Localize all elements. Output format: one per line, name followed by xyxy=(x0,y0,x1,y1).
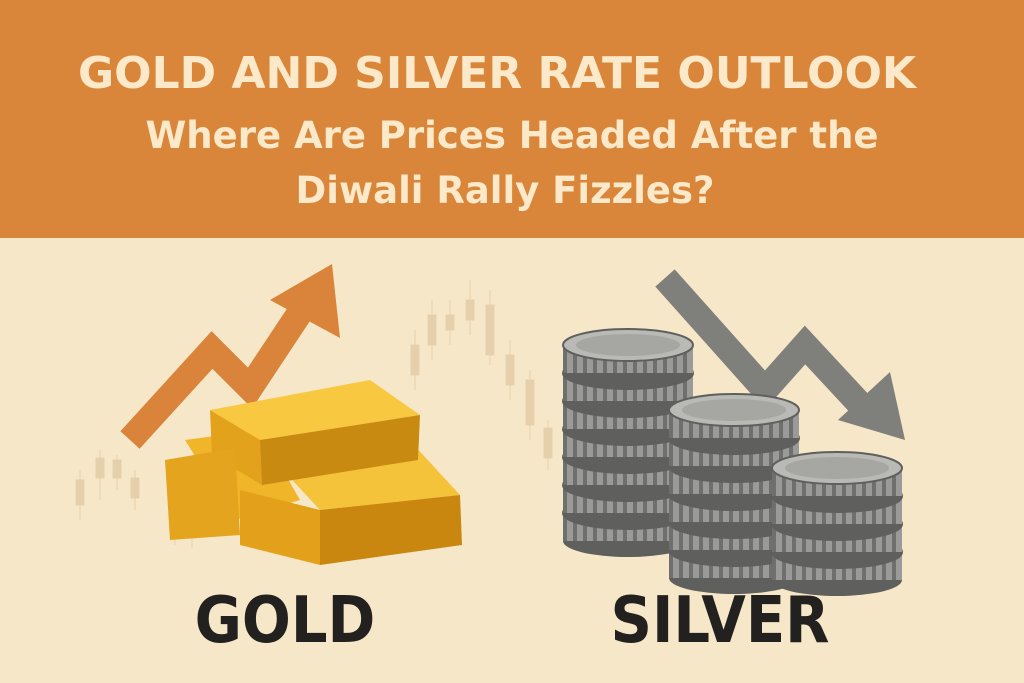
decoration xyxy=(562,328,694,390)
gold-bars xyxy=(165,380,462,565)
decoration xyxy=(427,314,437,346)
decoration xyxy=(410,344,420,376)
decoration xyxy=(320,495,462,565)
silver-label: SILVER xyxy=(611,584,830,658)
decoration xyxy=(270,264,340,338)
decoration xyxy=(485,304,495,356)
decoration xyxy=(838,372,905,440)
decoration xyxy=(210,410,262,485)
title: GOLD AND SILVER RATE OUTLOOK xyxy=(78,48,918,99)
decoration xyxy=(130,477,140,499)
subtitle-line: Diwali Rally Fizzles? xyxy=(296,169,715,212)
decoration xyxy=(75,479,85,506)
decoration xyxy=(120,297,316,449)
subtitle-line: Where Are Prices Headed After the xyxy=(145,114,878,157)
decoration xyxy=(445,314,455,331)
header-band xyxy=(0,0,1024,238)
candlesticks xyxy=(75,280,553,548)
decoration xyxy=(655,269,880,424)
decoration xyxy=(260,415,420,485)
decoration xyxy=(525,379,535,426)
gold-label: GOLD xyxy=(195,584,376,658)
decoration xyxy=(95,457,105,479)
decoration xyxy=(543,427,553,459)
decoration xyxy=(465,299,475,321)
decoration xyxy=(771,451,903,513)
decoration xyxy=(505,354,515,386)
decoration xyxy=(210,380,420,440)
decoration xyxy=(112,459,122,479)
decoration xyxy=(668,393,800,455)
up-arrow xyxy=(120,264,340,449)
down-arrow xyxy=(655,269,905,440)
decoration xyxy=(240,490,320,565)
decoration xyxy=(165,448,240,540)
